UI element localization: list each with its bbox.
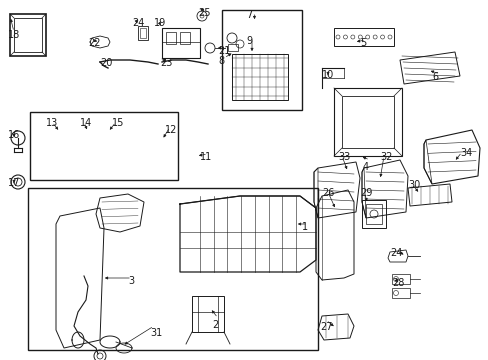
Text: 1: 1 bbox=[302, 222, 307, 232]
Text: 11: 11 bbox=[200, 152, 212, 162]
Text: 18: 18 bbox=[8, 30, 20, 40]
Text: 13: 13 bbox=[46, 118, 58, 128]
Bar bbox=[361, 200, 385, 228]
Text: 32: 32 bbox=[379, 152, 391, 162]
Bar bbox=[365, 204, 381, 224]
Text: 31: 31 bbox=[150, 328, 162, 338]
Text: 10: 10 bbox=[321, 70, 334, 80]
Text: 7: 7 bbox=[245, 10, 252, 20]
Bar bbox=[227, 44, 238, 51]
Bar bbox=[391, 288, 409, 298]
Bar bbox=[10, 14, 46, 56]
Text: 3: 3 bbox=[128, 276, 134, 286]
Text: 8: 8 bbox=[218, 56, 224, 66]
Text: 4: 4 bbox=[362, 162, 368, 172]
Bar bbox=[192, 296, 224, 332]
Text: 24: 24 bbox=[132, 18, 144, 28]
Bar bbox=[165, 32, 176, 44]
Text: 17: 17 bbox=[8, 178, 20, 188]
Bar bbox=[333, 88, 401, 156]
Text: 25: 25 bbox=[198, 8, 210, 18]
Bar bbox=[28, 188, 317, 350]
Bar bbox=[14, 18, 42, 52]
Bar bbox=[138, 26, 148, 40]
Text: 16: 16 bbox=[8, 130, 20, 140]
Text: 23: 23 bbox=[160, 58, 172, 68]
Bar bbox=[180, 32, 190, 44]
Text: 34: 34 bbox=[459, 148, 471, 158]
Text: 19: 19 bbox=[154, 18, 166, 28]
Bar bbox=[140, 28, 146, 38]
Bar bbox=[30, 112, 178, 180]
Text: 9: 9 bbox=[245, 36, 252, 46]
Text: 6: 6 bbox=[431, 72, 437, 82]
Bar bbox=[162, 28, 200, 58]
Text: 21: 21 bbox=[218, 46, 230, 56]
Text: 22: 22 bbox=[88, 38, 101, 48]
Bar bbox=[231, 54, 287, 100]
Text: 20: 20 bbox=[100, 58, 112, 68]
Bar bbox=[391, 274, 409, 284]
Text: 15: 15 bbox=[112, 118, 124, 128]
Text: 30: 30 bbox=[407, 180, 419, 190]
Text: 27: 27 bbox=[319, 322, 332, 332]
Bar bbox=[341, 96, 393, 148]
Text: 33: 33 bbox=[337, 152, 349, 162]
Text: 24: 24 bbox=[389, 248, 402, 258]
Text: 2: 2 bbox=[212, 320, 218, 330]
Text: 28: 28 bbox=[391, 278, 404, 288]
Text: 26: 26 bbox=[321, 188, 334, 198]
Text: 5: 5 bbox=[359, 38, 366, 48]
Text: 29: 29 bbox=[359, 188, 372, 198]
Text: 12: 12 bbox=[164, 125, 177, 135]
Bar bbox=[222, 10, 302, 110]
Bar bbox=[333, 28, 393, 46]
Text: 14: 14 bbox=[80, 118, 92, 128]
